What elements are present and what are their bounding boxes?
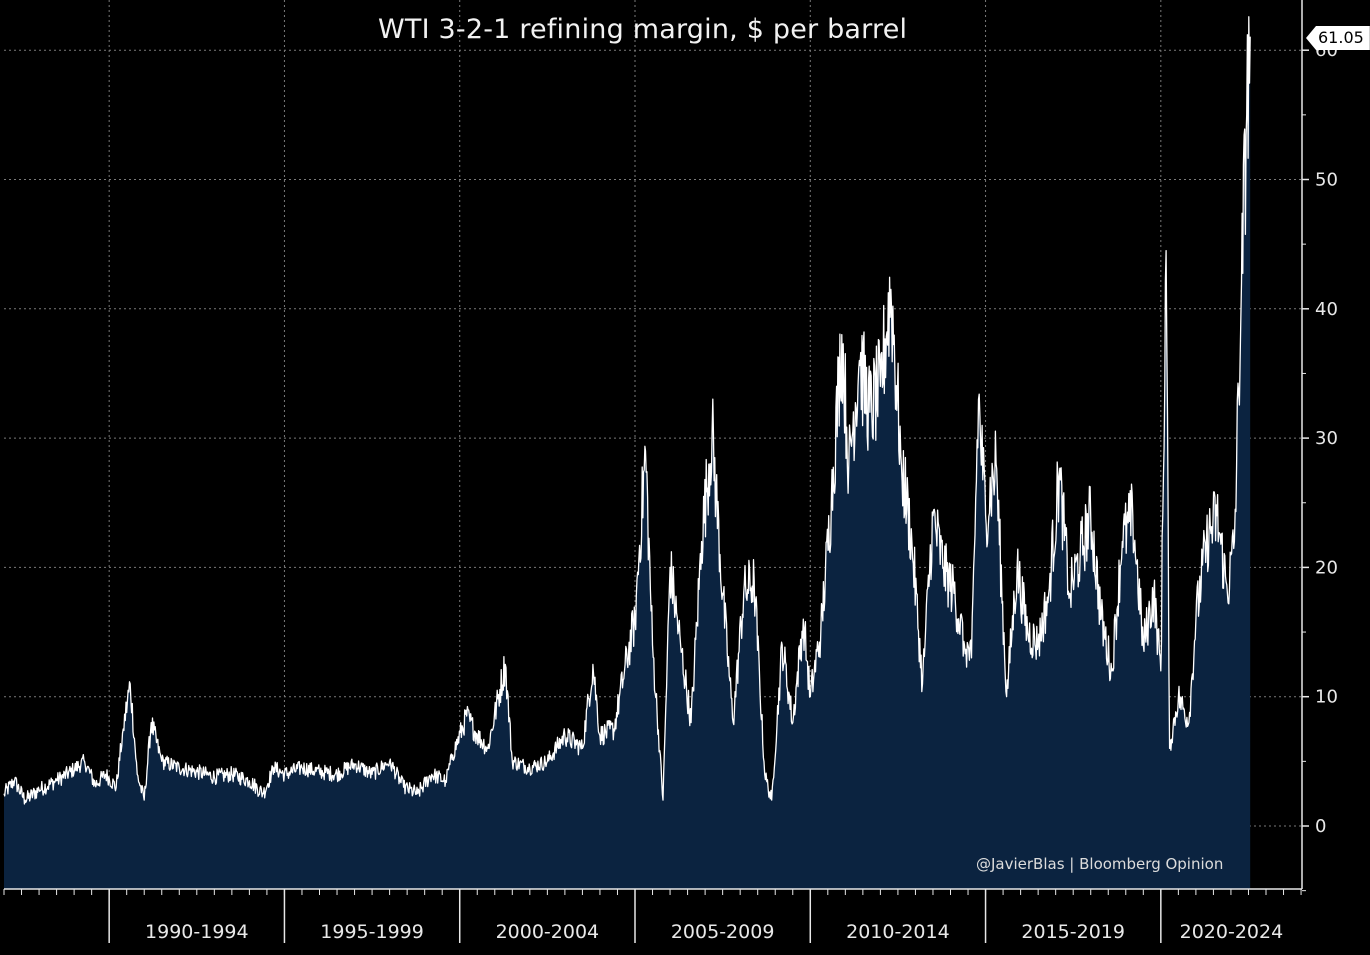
x-tick-label-1990-1994: 1990-1994 — [145, 921, 249, 943]
source-credit: @JavierBlas | Bloomberg Opinion — [976, 855, 1224, 873]
x-axis-ticks: 1990-1994 1995-1999 2000-2004 2005-2009 2010… — [3, 889, 1302, 943]
y-tick-label-10: 10 — [1315, 687, 1338, 708]
y-tick-label-40: 40 — [1315, 299, 1338, 320]
series-fill — [4, 16, 1251, 890]
series-area — [3, 16, 1251, 890]
last-value-badge: 61.05 — [1306, 26, 1370, 50]
y-tick-label-0: 0 — [1315, 816, 1326, 837]
x-tick-label-2000-2004: 2000-2004 — [496, 921, 600, 943]
y-tick-label-20: 20 — [1315, 557, 1338, 578]
series-line — [3, 16, 1251, 805]
y-tick-label-50: 50 — [1315, 170, 1338, 191]
x-tick-label-2015-2019: 2015-2019 — [1021, 921, 1125, 943]
x-tick-label-2005-2009: 2005-2009 — [671, 921, 775, 943]
x-tick-label-1995-1999: 1995-1999 — [320, 921, 424, 943]
y-tick-label-30: 30 — [1315, 428, 1338, 449]
x-tick-label-2010-2014: 2010-2014 — [846, 921, 950, 943]
chart-title: WTI 3-2-1 refining margin, $ per barrel — [378, 14, 908, 45]
x-tick-label-2020-2024: 2020-2024 — [1180, 921, 1284, 943]
